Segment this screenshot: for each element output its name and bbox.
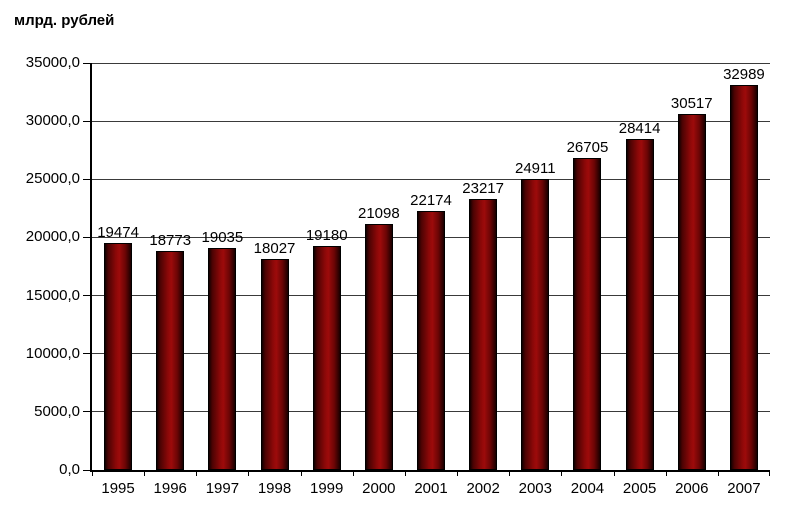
x-tick-label: 2003 [518,480,552,497]
y-axis-tick [83,236,91,238]
x-axis-tick [144,470,146,476]
bar [364,223,393,470]
x-tick-label: 2004 [570,480,605,497]
x-tick-label: 2002 [466,480,500,497]
x-axis-tick [457,470,459,476]
y-axis-tick [83,178,91,180]
bar-value-label: 28414 [618,119,661,137]
y-tick-label: 30000,0 [25,112,80,130]
x-tick-label: 2006 [675,480,709,497]
x-axis-tick [509,470,511,476]
bar [677,114,706,470]
y-axis-tick [83,120,91,122]
y-tick-label: 35000,0 [25,54,80,71]
x-tick-label: 1997 [205,480,240,497]
x-tick-label: 1996 [153,480,187,497]
y-axis-tick [83,411,91,413]
x-tick-label: 2000 [362,480,396,497]
bar [729,85,758,470]
x-tick-label: 1998 [257,480,292,497]
gridline [92,62,770,64]
x-axis-tick [769,470,770,476]
y-tick-label: 25000,0 [25,170,80,188]
y-axis-tick [83,295,91,297]
bar [417,211,445,470]
bar-value-label: 21098 [357,204,400,222]
x-tick-label: 2007 [727,480,761,497]
y-axis-tick [83,469,91,471]
x-tick-label: 1995 [101,480,135,497]
bar [573,158,602,470]
bar-value-label: 23217 [462,180,504,198]
x-axis-tick [248,470,250,476]
x-axis-tick [92,470,93,476]
bar [625,138,654,470]
gridline [92,120,770,122]
x-tick-label: 2005 [622,480,657,497]
bar-value-label: 18773 [149,231,192,249]
y-axis-tick [83,62,91,64]
bar-value-label: 30517 [670,95,713,113]
y-axis-tick [83,353,91,355]
bar-value-label: 22174 [410,192,452,210]
y-tick-label: 20000,0 [25,228,80,246]
x-axis-tick [404,470,406,476]
x-axis-tick [196,470,198,476]
bar-value-label: 19035 [201,228,244,246]
y-tick-label: 5000,0 [34,402,80,420]
bar [260,259,289,470]
plot-area: 0,0 5000,0 10000,0 15000,0 20000,0 25000,0 300… [26,55,770,497]
bar-value-label: 26705 [566,139,609,157]
bar-value-label: 19474 [97,223,139,241]
bar-value-label: 19180 [305,226,348,244]
bar [156,250,185,470]
gridline [92,178,770,180]
y-tick-label: 0,0 [59,461,80,478]
chart-title: млрд. рублей [14,12,115,29]
x-axis-tick [561,470,563,476]
x-axis-tick [300,470,302,476]
bar [521,179,550,470]
x-axis-tick [613,470,615,476]
x-tick-label: 1999 [310,480,344,497]
x-axis-tick [352,470,354,476]
x-axis-tick [665,470,667,476]
y-tick-label: 10000,0 [25,344,80,362]
bar-value-label: 32989 [723,66,765,84]
y-tick-label: 15000,0 [25,286,80,304]
bar [469,199,498,470]
bar-value-label: 24911 [514,160,556,178]
x-tick-label: 2001 [414,480,448,497]
bar-value-label: 18027 [253,240,296,258]
x-axis-tick [717,470,719,476]
bar [312,245,341,470]
bar [208,247,237,470]
bar [104,242,133,470]
